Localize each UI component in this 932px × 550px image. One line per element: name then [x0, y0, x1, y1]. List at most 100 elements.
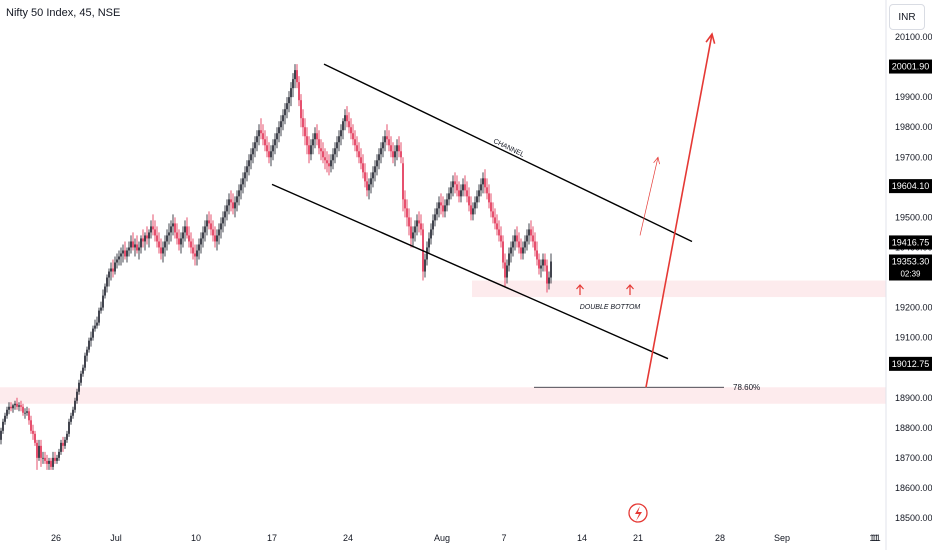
candle-body	[22, 406, 24, 413]
candle-body	[468, 196, 470, 206]
candle-body	[330, 160, 332, 167]
candle-body	[138, 247, 140, 251]
time-tick-label: 14	[577, 533, 587, 543]
candle-body	[236, 196, 238, 203]
time-tick-label: Sep	[774, 533, 790, 543]
candle-body	[224, 211, 226, 218]
candle-body	[68, 421, 70, 434]
price-tags: 20001.90 19604.10 19416.75 19353.30 02:39 190…	[889, 59, 932, 371]
candle-body	[448, 193, 450, 200]
time-tick-label: 21	[633, 533, 643, 543]
candle-body	[382, 142, 384, 149]
candle-body	[96, 322, 98, 326]
candle-body	[486, 187, 488, 194]
price-tag-box	[889, 356, 932, 371]
candle-body	[502, 241, 504, 263]
candle-body	[64, 439, 66, 446]
candle-body	[84, 355, 86, 368]
candle-body	[488, 193, 490, 203]
candle-body	[456, 184, 458, 191]
candle-body	[518, 241, 520, 248]
candle-body	[116, 259, 118, 263]
candle-body	[322, 151, 324, 158]
candle-body	[190, 241, 192, 248]
highlight-zone	[472, 280, 886, 298]
candle-body	[496, 223, 498, 230]
candle-body	[410, 226, 412, 239]
candle-body	[404, 199, 406, 209]
candle-body	[406, 208, 408, 218]
candle-body	[16, 403, 18, 407]
candle-body	[342, 121, 344, 131]
candle-body	[36, 442, 38, 458]
candle-body	[104, 286, 106, 296]
price-tag-label: 19012.75	[892, 359, 930, 369]
candle-body	[260, 130, 262, 134]
candle-body	[186, 226, 188, 236]
candle-body	[300, 100, 302, 119]
candle-body	[372, 172, 374, 179]
candle-body	[86, 349, 88, 356]
candle-body	[288, 97, 290, 104]
candle-body	[428, 238, 430, 248]
candle-body	[452, 181, 454, 188]
candle-body	[418, 220, 420, 224]
candle-body	[176, 232, 178, 239]
candle-body	[360, 157, 362, 164]
candle-body	[278, 127, 280, 134]
candle-body	[436, 208, 438, 215]
candle-body	[54, 457, 56, 461]
currency-button[interactable]: INR	[889, 4, 925, 30]
candle-body	[158, 241, 160, 248]
candle-body	[316, 133, 318, 140]
candle-body	[162, 247, 164, 254]
candle-body	[344, 115, 346, 122]
candle-body	[306, 136, 308, 146]
time-tick-label: 11	[869, 533, 878, 543]
candle-body	[188, 235, 190, 242]
candle-body	[432, 220, 434, 230]
candle-body	[464, 184, 466, 191]
candle-body	[490, 202, 492, 212]
candle-body	[180, 238, 182, 245]
candle-body	[106, 277, 108, 287]
candle-body	[282, 115, 284, 122]
time-tick-label: Aug	[434, 533, 450, 543]
candle-body	[150, 226, 152, 233]
projection-arrow-line	[645, 33, 713, 388]
candle-body	[136, 244, 138, 251]
candle-body	[4, 415, 6, 422]
candle-body	[540, 265, 542, 269]
candle-body	[500, 235, 502, 242]
candle-body	[206, 220, 208, 227]
candle-body	[292, 79, 294, 89]
candle-body	[308, 145, 310, 155]
candle-body	[542, 259, 544, 266]
candle-body	[256, 136, 258, 143]
candle-body	[172, 223, 174, 227]
candle-body	[532, 235, 534, 242]
candle-body	[222, 217, 224, 224]
candle-body	[400, 151, 402, 158]
candle-body	[208, 220, 210, 224]
candle-body	[258, 130, 260, 137]
time-tick-label: 28	[715, 533, 725, 543]
candle-body	[472, 208, 474, 215]
price-tick-label: 19200.00	[895, 303, 932, 313]
time-tick-label: 11	[871, 533, 880, 543]
candle-body	[460, 190, 462, 197]
candle-body	[12, 405, 14, 409]
candle-body	[332, 154, 334, 161]
candle-body	[548, 277, 550, 284]
candle-body	[52, 457, 54, 467]
candle-body	[534, 241, 536, 251]
candle-body	[212, 229, 214, 236]
lightning-icon[interactable]	[628, 503, 648, 523]
candle-body	[498, 229, 500, 236]
candle-body	[50, 460, 52, 467]
candle-body	[510, 247, 512, 254]
candle-body	[286, 103, 288, 110]
candle-body	[164, 241, 166, 248]
